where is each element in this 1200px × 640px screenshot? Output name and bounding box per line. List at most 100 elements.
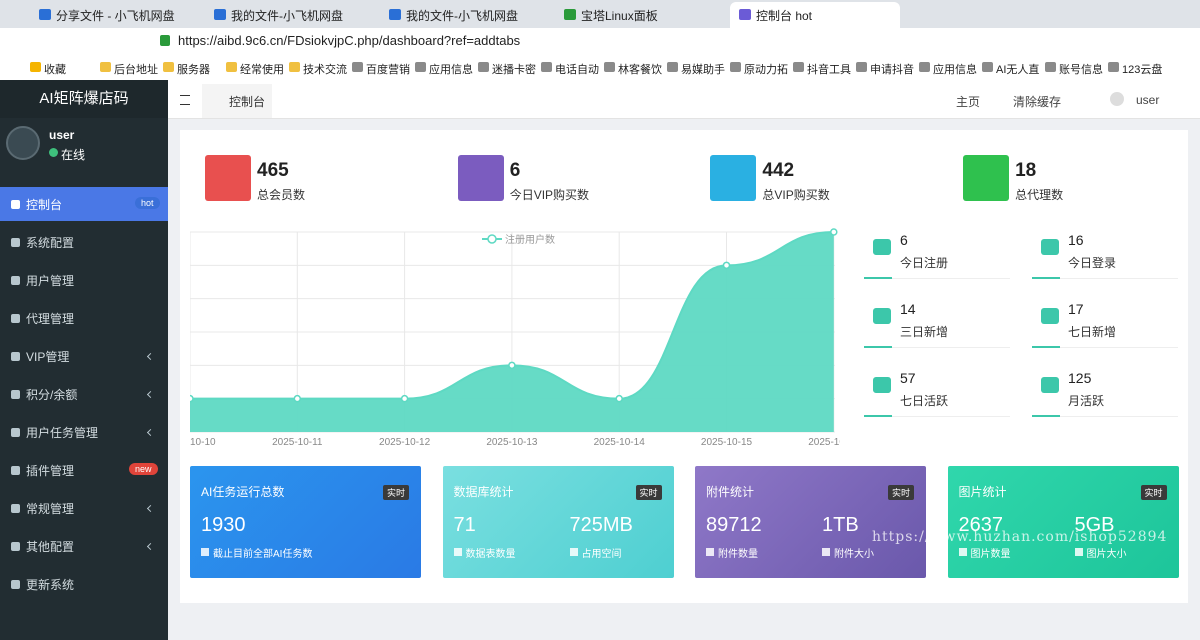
tab-title: 我的文件-小飞机网盘 — [406, 9, 518, 23]
bookmark[interactable]: 迷播卡密 — [492, 64, 536, 76]
nav-user-avatar — [1110, 92, 1124, 106]
menu-icon — [11, 542, 20, 551]
card-title: AI任务运行总数 — [201, 485, 285, 499]
menu-label: VIP管理 — [26, 350, 70, 364]
stat-card — [190, 466, 421, 578]
mini-value: 14 — [900, 301, 916, 317]
point — [615, 394, 623, 403]
bookmark[interactable]: 申请抖音 — [870, 64, 914, 76]
tab-icon — [564, 9, 576, 20]
nav-home[interactable]: 主页 — [956, 95, 981, 109]
menu-label: 用户任务管理 — [26, 426, 99, 440]
nav-user[interactable]: user — [1136, 93, 1160, 107]
card-label: 数据表数量 — [465, 549, 516, 560]
tab-title: 我的文件-小飞机网盘 — [231, 9, 343, 23]
menu-icon — [11, 428, 20, 437]
line-chart: 注册用户数 2025-10-10 2025-10-11 2025-10-12 2025-… — [190, 228, 840, 448]
menu-icon — [11, 504, 20, 513]
stat-icon — [205, 155, 251, 201]
top-nav — [168, 80, 1200, 119]
tab-strip — [0, 0, 1200, 28]
nav-tab-label: 控制台 — [229, 95, 266, 109]
mini-divider — [1032, 347, 1178, 348]
stat-icon — [710, 155, 757, 201]
bookmark[interactable]: 技术交流 — [303, 64, 347, 76]
card-label-icon — [958, 548, 967, 556]
bookmark-icon — [415, 62, 426, 72]
hamburger[interactable] — [180, 95, 190, 105]
bookmark-icon — [1108, 62, 1119, 72]
tab-title: 宝塔Linux面板 — [581, 9, 658, 23]
stat-label: 总会员数 — [257, 188, 306, 202]
bookmark[interactable]: 林客餐饮 — [618, 64, 662, 76]
bookmark-bar — [0, 54, 1200, 81]
menu-label: 更新系统 — [26, 578, 75, 592]
mini-value: 6 — [900, 232, 908, 248]
bookmark-icon — [100, 62, 111, 72]
bookmark[interactable]: 123云盘 — [1122, 64, 1163, 76]
nav-clear[interactable]: 清除缓存 — [1013, 95, 1062, 109]
card-label-icon — [1074, 548, 1083, 556]
menu-icon — [11, 314, 20, 323]
x-tick-label: 2025-10-12 — [379, 437, 431, 448]
card-label-icon — [201, 548, 209, 556]
nav-tab[interactable] — [202, 84, 272, 118]
mini-underline — [864, 346, 892, 348]
menu-icon — [11, 390, 20, 399]
tab-icon — [39, 9, 51, 20]
bookmark[interactable]: 应用信息 — [429, 64, 473, 76]
x-tick-label: 2025-10-10 — [190, 437, 216, 448]
menu-badge: new — [129, 463, 158, 475]
legend-marker — [487, 234, 497, 244]
bookmark[interactable]: 易媒助手 — [681, 64, 725, 76]
address-bar — [0, 28, 1200, 54]
menu-icon — [11, 276, 20, 285]
bookmark[interactable]: 后台地址 — [114, 64, 158, 76]
watermark: https://www.huzhan.com/ishop52894 — [872, 529, 1168, 545]
bookmark[interactable]: 电话自动 — [555, 64, 599, 76]
mini-label: 月活跃 — [1068, 394, 1105, 408]
card-badge: 实时 — [383, 485, 410, 500]
mini-divider — [864, 347, 1010, 348]
mini-underline — [864, 415, 892, 417]
mini-icon — [873, 377, 891, 393]
mini-underline — [1032, 415, 1060, 417]
bookmark[interactable]: 抖音工具 — [807, 64, 851, 76]
bookmark-icon — [667, 62, 678, 72]
browser-tab[interactable] — [730, 2, 900, 28]
stat-label: 今日VIP购买数 — [509, 188, 590, 202]
bookmark[interactable]: 收藏 — [44, 64, 66, 76]
stat-value: 18 — [1015, 160, 1037, 181]
card-title: 数据库统计 — [453, 485, 514, 499]
tab-icon — [389, 9, 401, 20]
bookmark-icon — [856, 62, 867, 72]
bookmark[interactable]: 应用信息 — [933, 64, 977, 76]
stat-value: 465 — [257, 160, 289, 181]
bookmark[interactable]: AI无人直 — [996, 64, 1040, 76]
bookmark[interactable]: 经常使用 — [240, 64, 284, 76]
bookmark[interactable]: 百度营销 — [366, 64, 410, 76]
bookmark[interactable]: 原动力拓 — [744, 64, 788, 76]
menu-label: 积分/余额 — [26, 388, 78, 402]
tab-icon — [739, 9, 751, 20]
bookmark[interactable]: 服务器 — [177, 64, 210, 76]
card-label-icon — [453, 548, 462, 556]
menu-badge: hot — [135, 197, 160, 209]
stat-card — [695, 466, 926, 578]
mini-value: 16 — [1068, 232, 1084, 248]
mini-divider — [1032, 278, 1178, 279]
card-label: 附件数量 — [718, 549, 758, 560]
sidebar — [0, 80, 168, 640]
bookmark-icon — [793, 62, 804, 72]
bookmark-icon — [919, 62, 930, 72]
url[interactable]: https://aibd.9c6.cn/FDsiokvjpC.php/dashb… — [178, 33, 521, 48]
stat-value: 6 — [509, 160, 521, 181]
card-value: 1930 — [201, 514, 246, 536]
menu-label: 其他配置 — [26, 540, 75, 554]
card-label-icon — [706, 548, 714, 556]
mini-divider — [864, 416, 1010, 417]
point — [722, 261, 731, 270]
mini-value: 17 — [1068, 301, 1084, 317]
bookmark[interactable]: 账号信息 — [1059, 64, 1103, 76]
x-tick-label: 2025-10-16 — [808, 437, 840, 448]
